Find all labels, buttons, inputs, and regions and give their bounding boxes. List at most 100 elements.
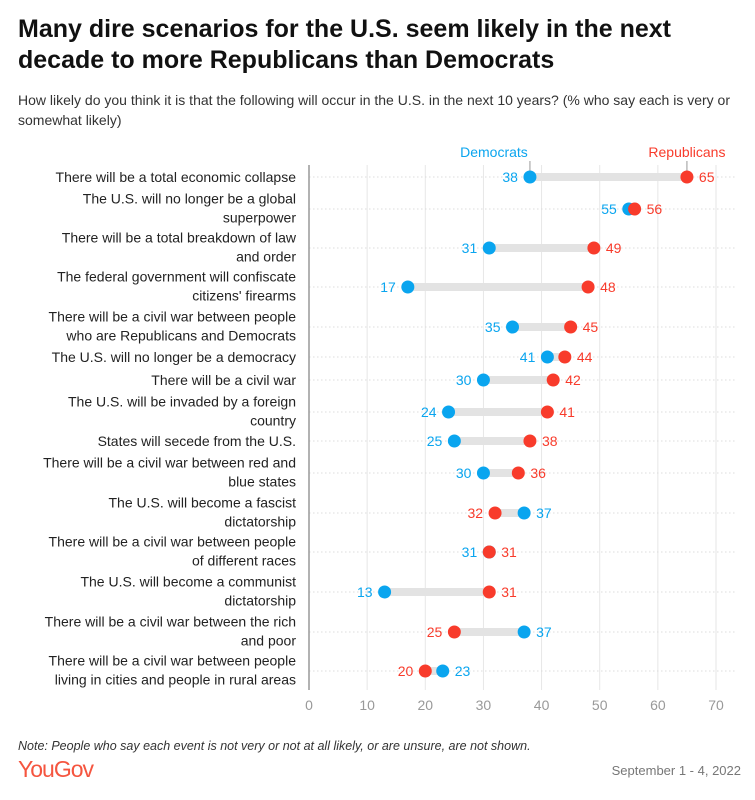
chart-subtitle: How likely do you think it is that the f…: [18, 92, 730, 128]
category-label: There will be a total economic collapse: [56, 169, 297, 185]
x-tick-label: 60: [650, 697, 666, 713]
x-tick-label: 40: [534, 697, 550, 713]
dumbbell-chart: 0 10 20 30 40 50 60 70 Democrats Republicans There…: [43, 144, 736, 713]
democrats-value: 37: [536, 624, 552, 640]
x-tick-label: 30: [476, 697, 492, 713]
category-label: who are Republicans and Democrats: [65, 328, 296, 344]
category-label: of different races: [192, 553, 296, 569]
republicans-value: 32: [467, 505, 483, 521]
democrats-value: 25: [427, 433, 443, 449]
x-tick-label: 10: [359, 697, 375, 713]
category-label: and order: [236, 249, 296, 265]
republicans-value: 65: [699, 169, 715, 185]
category-label: blue states: [228, 474, 296, 490]
democrats-value: 30: [456, 465, 472, 481]
democrats-dot: [540, 350, 554, 364]
category-label: States will secede from the U.S.: [98, 433, 296, 449]
category-label: dictatorship: [224, 593, 296, 609]
democrats-dot: [476, 466, 490, 480]
republicans-value: 25: [427, 624, 443, 640]
republicans-value: 45: [583, 319, 599, 335]
republicans-dot: [523, 434, 537, 448]
democrats-dot: [476, 373, 490, 387]
category-label: The U.S. will become a fascist: [108, 495, 296, 511]
democrats-value: 31: [462, 240, 478, 256]
category-label: dictatorship: [224, 514, 296, 530]
republicans-value: 56: [647, 201, 663, 217]
category-label: There will be a civil war between red an…: [43, 455, 296, 471]
category-label: There will be a civil war between people: [49, 534, 297, 550]
category-label: superpower: [223, 210, 296, 226]
republicans-value: 49: [606, 240, 622, 256]
democrats-dot: [523, 170, 537, 184]
republicans-value: 44: [577, 349, 593, 365]
republicans-dot: [447, 625, 461, 639]
republicans-value: 48: [600, 279, 616, 295]
democrats-dot: [517, 625, 531, 639]
footnote: Note: People who say each event is not v…: [18, 739, 531, 753]
category-label: The U.S. will be invaded by a foreign: [68, 394, 296, 410]
category-label: and poor: [241, 633, 297, 649]
republicans-value: 20: [398, 663, 414, 679]
democrats-value: 38: [502, 169, 518, 185]
democrats-dot: [482, 241, 496, 255]
republicans-value: 36: [530, 465, 546, 481]
category-label: citizens' firearms: [192, 288, 296, 304]
republicans-dot: [546, 373, 560, 387]
category-label: There will be a civil war: [151, 372, 296, 388]
x-tick-label: 0: [305, 697, 313, 713]
category-label: There will be a total breakdown of law: [62, 230, 297, 246]
republicans-dot: [488, 506, 502, 520]
democrats-value: 41: [520, 349, 536, 365]
category-label: The U.S. will no longer be a global: [83, 191, 296, 207]
democrats-dot: [436, 664, 450, 678]
republicans-dot: [628, 202, 642, 216]
category-label: There will be a civil war between people: [49, 309, 297, 325]
republicans-dot: [482, 545, 496, 559]
category-label: living in cities and people in rural are…: [55, 672, 296, 688]
republicans-dot: [564, 320, 578, 334]
republicans-value: 31: [501, 544, 517, 560]
democrats-dot: [401, 280, 415, 294]
democrats-dot: [442, 405, 456, 419]
republicans-value: 42: [565, 372, 581, 388]
republicans-value: 41: [559, 404, 575, 420]
republicans-dot: [511, 466, 525, 480]
democrats-value: 35: [485, 319, 501, 335]
category-label: The U.S. will no longer be a democracy: [52, 349, 296, 365]
democrats-dot: [447, 434, 461, 448]
democrats-value: 55: [601, 201, 617, 217]
republicans-dot: [587, 241, 601, 255]
x-tick-label: 70: [708, 697, 724, 713]
x-tick-label: 50: [592, 697, 608, 713]
republicans-dot: [540, 405, 554, 419]
x-tick-label: 20: [417, 697, 433, 713]
republicans-dot: [581, 280, 595, 294]
democrats-value: 30: [456, 372, 472, 388]
chart-title: Many dire scenarios for the U.S. seem li…: [18, 15, 672, 74]
survey-date: September 1 - 4, 2022: [611, 763, 741, 778]
legend-republicans: Republicans: [648, 144, 725, 160]
democrats-value: 13: [357, 584, 373, 600]
category-label: There will be a civil war between the ri…: [45, 614, 296, 630]
democrats-value: 17: [380, 279, 396, 295]
republicans-dot: [418, 664, 432, 678]
category-label: There will be a civil war between people: [49, 653, 297, 669]
democrats-dot: [378, 585, 392, 599]
republicans-dot: [680, 170, 694, 184]
democrats-value: 24: [421, 404, 437, 420]
legend-democrats: Democrats: [460, 144, 528, 160]
republicans-dot: [558, 350, 572, 364]
republicans-value: 38: [542, 433, 558, 449]
democrats-value: 37: [536, 505, 552, 521]
yougov-logo: YouGov: [18, 756, 94, 782]
democrats-dot: [506, 320, 519, 334]
category-label: The federal government will confiscate: [57, 269, 296, 285]
democrats-value: 23: [455, 663, 471, 679]
republicans-value: 31: [501, 584, 517, 600]
democrats-dot: [517, 506, 531, 520]
category-label: country: [250, 413, 296, 429]
democrats-value: 31: [462, 544, 478, 560]
republicans-dot: [482, 585, 496, 599]
category-label: The U.S. will become a communist: [80, 574, 296, 590]
